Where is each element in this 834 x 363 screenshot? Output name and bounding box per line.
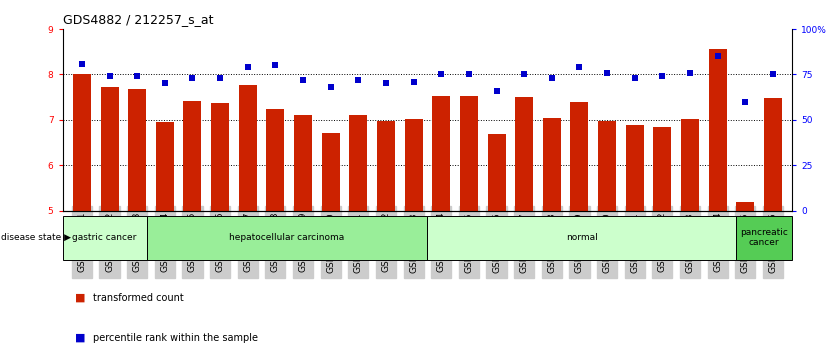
- Point: [407, 79, 420, 85]
- Bar: [128, 89, 146, 211]
- Bar: [294, 115, 312, 211]
- Point: [435, 72, 448, 77]
- Bar: [322, 133, 339, 211]
- Point: [462, 72, 475, 77]
- Bar: [73, 74, 91, 211]
- Bar: [266, 109, 284, 211]
- Point: [518, 72, 531, 77]
- Bar: [515, 97, 533, 211]
- Point: [766, 72, 780, 77]
- Bar: [626, 125, 644, 211]
- Point: [379, 81, 393, 86]
- Point: [269, 62, 282, 68]
- Text: transformed count: transformed count: [93, 293, 184, 303]
- Text: GDS4882 / 212257_s_at: GDS4882 / 212257_s_at: [63, 13, 213, 26]
- Point: [214, 75, 227, 81]
- Text: disease state ▶: disease state ▶: [1, 233, 71, 242]
- Bar: [101, 87, 118, 211]
- Point: [545, 75, 559, 81]
- Bar: [709, 49, 726, 211]
- Bar: [211, 102, 229, 211]
- Bar: [460, 96, 478, 211]
- Text: gastric cancer: gastric cancer: [73, 233, 137, 242]
- Bar: [764, 98, 782, 211]
- Point: [352, 77, 365, 83]
- Bar: [377, 121, 395, 211]
- Point: [490, 88, 503, 94]
- Bar: [681, 119, 699, 211]
- Point: [711, 53, 725, 59]
- Bar: [570, 102, 589, 211]
- Point: [75, 61, 88, 66]
- Point: [573, 64, 586, 70]
- Point: [739, 99, 752, 105]
- Point: [656, 73, 669, 79]
- Bar: [349, 115, 367, 211]
- Bar: [736, 203, 754, 211]
- Point: [324, 84, 337, 90]
- Point: [600, 70, 614, 76]
- Point: [158, 81, 172, 86]
- Point: [186, 75, 199, 81]
- Point: [628, 75, 641, 81]
- Point: [683, 70, 696, 76]
- Point: [296, 77, 309, 83]
- Text: percentile rank within the sample: percentile rank within the sample: [93, 333, 259, 343]
- Text: ■: ■: [75, 293, 86, 303]
- Text: hepatocellular carcinoma: hepatocellular carcinoma: [229, 233, 344, 242]
- Point: [241, 64, 254, 70]
- Bar: [156, 122, 173, 211]
- Bar: [653, 127, 671, 211]
- Bar: [488, 134, 505, 211]
- Text: pancreatic
cancer: pancreatic cancer: [741, 228, 788, 248]
- Bar: [239, 85, 257, 211]
- Point: [130, 73, 143, 79]
- Bar: [432, 96, 450, 211]
- Text: normal: normal: [566, 233, 598, 242]
- Bar: [183, 101, 202, 211]
- Bar: [543, 118, 560, 211]
- Text: ■: ■: [75, 333, 86, 343]
- Point: [103, 73, 116, 79]
- Bar: [598, 121, 616, 211]
- Bar: [404, 119, 423, 211]
